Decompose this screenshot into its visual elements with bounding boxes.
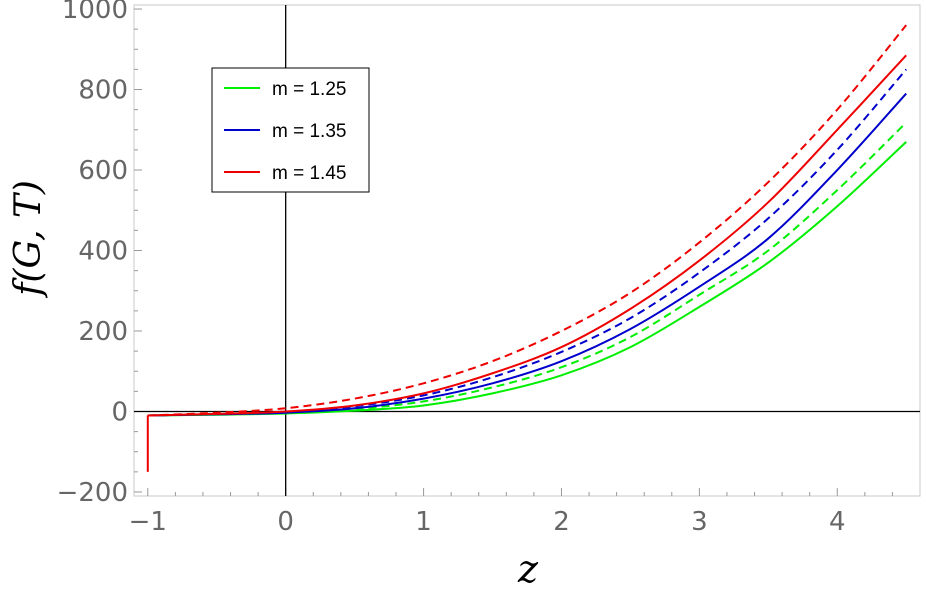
minor-ticks (134, 28, 893, 496)
x-axis-title: z (517, 547, 539, 591)
y-axis-title: f(G, T) (8, 180, 49, 299)
y-tick-label: 400 (78, 237, 128, 267)
x-tick-label: 4 (829, 507, 846, 537)
y-tick-label: −200 (57, 478, 128, 508)
x-tick-label: 2 (553, 507, 570, 537)
legend-label: m = 1.35 (272, 121, 346, 142)
y-tick-labels: −200 0 200 400 600 800 1000 (57, 0, 128, 508)
y-tick-label: 600 (78, 156, 128, 186)
legend: m = 1.25 m = 1.35 m = 1.45 (211, 67, 370, 193)
y-tick-label: 800 (78, 76, 128, 106)
series-line-dashed (147, 24, 907, 417)
series-line-solid (147, 54, 907, 417)
series-group (146, 24, 907, 472)
x-tick-labels: −1 0 1 2 3 4 (129, 507, 846, 537)
y-tick-label: 0 (111, 397, 128, 427)
y-tick-label: 200 (78, 317, 128, 347)
x-tick-label: 1 (415, 507, 432, 537)
major-ticks (134, 8, 838, 496)
legend-label: m = 1.45 (272, 163, 346, 184)
legend-label: m = 1.25 (272, 79, 346, 100)
y-tick-label: 1000 (62, 0, 128, 25)
x-tick-label: 3 (691, 507, 708, 537)
x-tick-label: −1 (129, 507, 167, 537)
x-tick-label: 0 (277, 507, 294, 537)
